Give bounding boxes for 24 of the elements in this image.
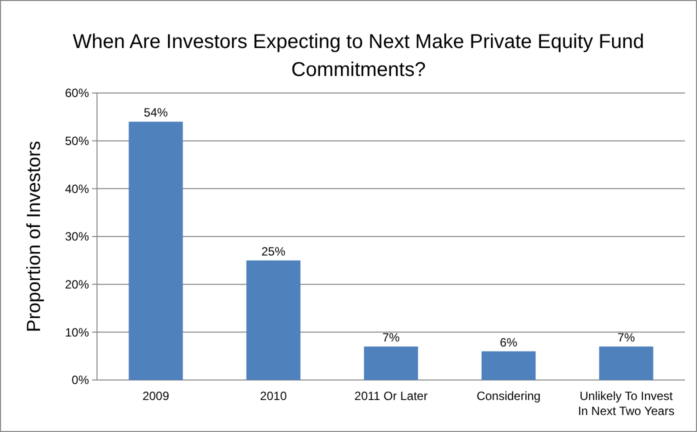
data-label: 54% bbox=[144, 106, 168, 120]
bar bbox=[482, 351, 536, 380]
bar bbox=[599, 346, 654, 380]
y-axis-title: Proportion of Investors bbox=[24, 140, 45, 332]
x-tick-label: 2009 bbox=[142, 389, 170, 403]
y-tick-label: 20% bbox=[64, 278, 90, 292]
bar bbox=[364, 346, 418, 380]
y-tick-label: 0% bbox=[72, 373, 90, 388]
y-tick-label: 60% bbox=[64, 86, 90, 100]
data-label: 6% bbox=[500, 335, 518, 350]
chart-title: When Are Investors Expecting to Next Make Private Equity Fund Commitments? bbox=[72, 31, 644, 81]
bar bbox=[128, 122, 183, 380]
x-tick-label: Unlikely To Invest In Next Two Years bbox=[578, 389, 674, 418]
y-tick-label: 40% bbox=[64, 182, 90, 196]
x-tick-label: 2010 bbox=[260, 389, 288, 403]
y-tick-label: 30% bbox=[64, 230, 90, 244]
data-label: 7% bbox=[618, 330, 636, 345]
data-label: 7% bbox=[382, 330, 400, 345]
y-tick-label: 10% bbox=[64, 325, 90, 340]
x-tick-label: 2011 Or Later bbox=[354, 389, 428, 403]
data-label: 25% bbox=[261, 244, 286, 258]
y-tick-label: 50% bbox=[64, 134, 90, 148]
x-tick-label: Considering bbox=[476, 389, 541, 403]
bar bbox=[246, 260, 300, 380]
